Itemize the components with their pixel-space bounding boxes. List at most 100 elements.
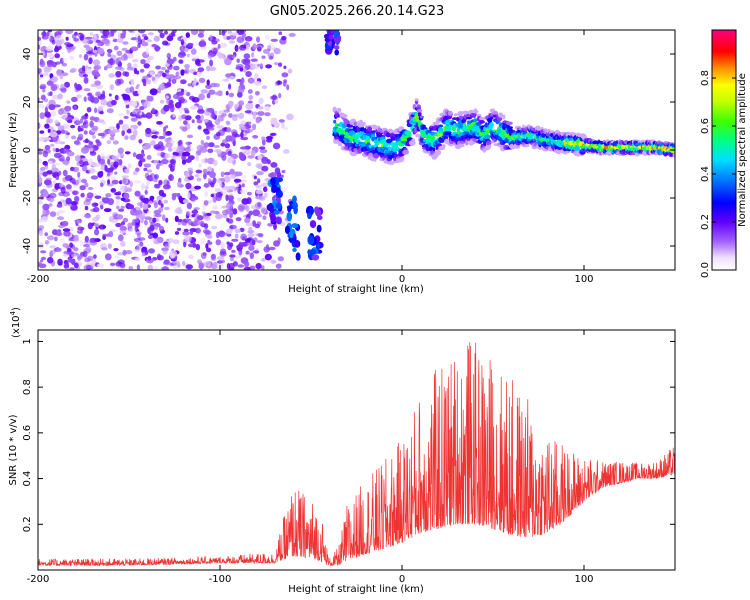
noise-blob: [79, 33, 85, 41]
noise-blob: [56, 203, 63, 208]
noise-blob: [56, 69, 63, 77]
signal-blob: [502, 114, 506, 120]
noise-blob: [127, 62, 132, 69]
signal-blob: [341, 114, 348, 118]
noise-blob: [79, 239, 84, 247]
noise-blob: [151, 107, 156, 114]
noise-blob: [209, 66, 216, 72]
noise-blob: [234, 44, 239, 52]
noise-blob: [65, 197, 72, 205]
noise-blob: [113, 45, 119, 51]
noise-blob: [192, 81, 197, 86]
noise-blob: [93, 254, 97, 259]
noise-blob: [51, 163, 56, 170]
noise-blob: [252, 43, 257, 50]
noise-blob: [273, 47, 281, 55]
noise-blob: [73, 247, 79, 252]
noise-blob: [255, 163, 263, 169]
noise-blob: [221, 30, 228, 33]
signal-blob: [492, 110, 499, 116]
noise-blob: [253, 181, 259, 186]
noise-blob: [80, 178, 88, 184]
noise-blob: [244, 63, 251, 70]
noise-blob: [117, 31, 121, 39]
noise-blob: [97, 119, 105, 123]
noise-blob: [186, 202, 193, 210]
noise-blob: [45, 46, 54, 52]
snr-y-multiplier-close: ): [11, 307, 22, 311]
noise-blob: [182, 151, 191, 157]
noise-blob: [76, 120, 82, 125]
noise-blob: [55, 34, 64, 41]
noise-blob: [80, 192, 85, 198]
noise-blob: [72, 190, 78, 196]
spectrogram-x-axis-label: Height of straight line (km): [288, 284, 424, 295]
noise-blob: [176, 147, 184, 154]
noise-blob: [226, 202, 233, 210]
noise-blob: [102, 197, 111, 204]
noise-blob: [287, 68, 293, 74]
spectrogram-heatmap: [38, 30, 675, 270]
noise-blob: [229, 175, 234, 179]
noise-blob: [116, 37, 124, 44]
noise-blob: [152, 217, 157, 223]
noise-blob: [61, 110, 69, 115]
feature-blob: [271, 184, 278, 193]
noise-blob: [165, 95, 169, 100]
feature-blob: [295, 252, 301, 261]
noise-blob: [39, 112, 45, 120]
noise-blob: [146, 154, 152, 160]
noise-blob: [97, 132, 106, 137]
noise-blob: [108, 126, 116, 130]
noise-blob: [49, 211, 57, 217]
noise-blob: [125, 151, 131, 155]
signal-blob: [438, 124, 444, 128]
noise-blob: [245, 250, 250, 255]
noise-blob: [263, 192, 268, 199]
noise-blob: [125, 250, 133, 255]
noise-blob: [132, 129, 138, 137]
noise-blob: [118, 208, 125, 212]
noise-blob: [220, 171, 225, 178]
signal-blob: [364, 148, 369, 152]
noise-blob: [155, 164, 160, 170]
noise-blob: [137, 233, 141, 239]
noise-blob: [92, 134, 96, 139]
noise-blob: [255, 195, 263, 200]
noise-blob: [64, 160, 69, 166]
noise-blob: [174, 215, 179, 222]
noise-blob: [144, 189, 148, 195]
noise-blob: [237, 204, 246, 211]
noise-blob: [67, 119, 73, 123]
signal-blob: [581, 133, 586, 140]
x-tick-label: 0: [399, 574, 405, 585]
noise-blob: [275, 263, 282, 269]
noise-blob: [57, 216, 65, 221]
noise-blob: [114, 157, 118, 161]
noise-blob: [217, 114, 224, 122]
noise-blob: [40, 250, 47, 254]
noise-blob: [100, 204, 104, 210]
noise-blob: [74, 140, 80, 145]
noise-blob: [104, 39, 111, 47]
noise-blob: [240, 131, 244, 138]
noise-blob: [261, 138, 266, 146]
noise-blob: [38, 174, 41, 178]
noise-blob: [50, 76, 58, 83]
noise-blob: [107, 158, 111, 165]
noise-blob: [248, 210, 253, 216]
noise-blob: [46, 170, 53, 175]
noise-blob: [261, 85, 268, 90]
noise-blob: [198, 77, 206, 84]
noise-blob: [236, 36, 244, 43]
noise-blob: [153, 209, 162, 215]
noise-blob: [123, 192, 130, 200]
noise-blob: [188, 171, 192, 176]
noise-blob: [143, 100, 151, 108]
noise-blob: [211, 47, 220, 51]
spectrogram-y-ticks: -40 -20 0 20 40: [22, 48, 675, 254]
noise-blob: [205, 247, 212, 253]
noise-blob: [73, 38, 79, 42]
noise-blob: [184, 110, 190, 114]
noise-blob: [44, 232, 48, 237]
